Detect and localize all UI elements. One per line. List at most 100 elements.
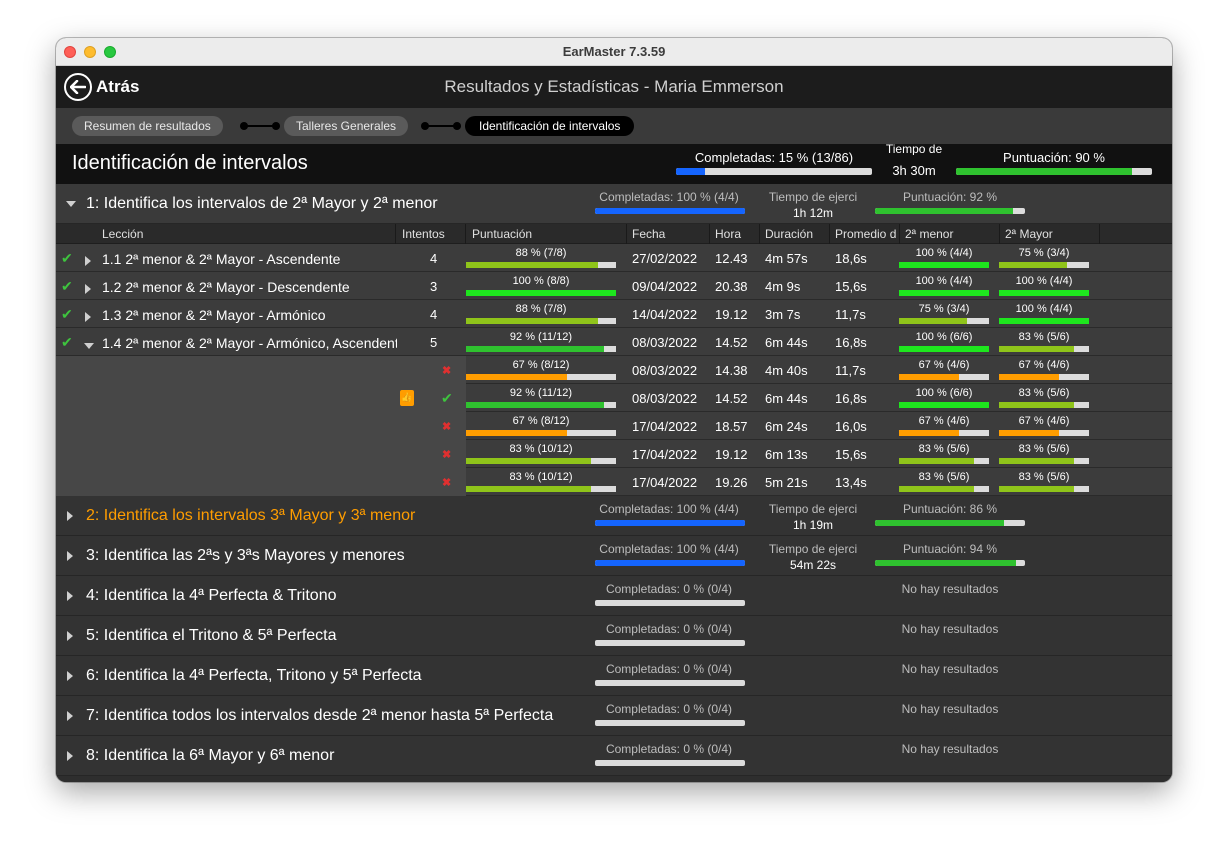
- column-header-8[interactable]: 2ª Mayor: [1005, 227, 1053, 241]
- group-row[interactable]: 7: Identifica todos los intervalos desde…: [56, 696, 1172, 736]
- cross-icon: ✖: [442, 421, 452, 433]
- zoom-window-button[interactable]: [104, 46, 116, 58]
- summary-time-value: 3h 30m: [892, 163, 936, 178]
- average-cell: 16,8s: [835, 391, 867, 406]
- table-row[interactable]: ✔ 1.4 2ª menor & 2ª Mayor - Armónico, Asc…: [56, 328, 1172, 356]
- column-divider[interactable]: [395, 224, 396, 244]
- column-header-1[interactable]: Intentos: [402, 227, 445, 241]
- group-completed-bar: [595, 720, 745, 726]
- app-window: EarMaster 7.3.59 Atrás Resultados y Esta…: [56, 38, 1172, 782]
- cross-icon: ✖: [442, 449, 452, 461]
- back-button[interactable]: Atrás: [64, 73, 139, 101]
- average-cell: 16,0s: [835, 419, 867, 434]
- score-bar-label: 92 % (11/12): [509, 331, 573, 343]
- column-header-4[interactable]: Hora: [715, 227, 742, 241]
- attempt-row[interactable]: ✖ 67 % (8/12) 17/04/2022 18.57 6m 24s 16,0s 67…: [56, 412, 1172, 440]
- group-completed-bar: [595, 640, 745, 646]
- major-second-bar-label: 75 % (3/4): [1018, 247, 1070, 259]
- group-row[interactable]: 1: Identifica los intervalos de 2ª Mayor…: [56, 184, 1172, 224]
- chevron-right-icon[interactable]: [67, 631, 73, 641]
- breadcrumb-item-workshops[interactable]: Talleres Generales: [284, 116, 409, 136]
- major-second-bar: 83 % (5/6): [999, 331, 1089, 353]
- time-cell: 14.52: [715, 335, 748, 350]
- group-row[interactable]: 4: Identifica la 4ª Perfecta & Tritono Co…: [56, 576, 1172, 616]
- duration-cell: 3m 7s: [765, 307, 801, 322]
- minor-second-bar-fill: [899, 290, 989, 296]
- chevron-right-icon[interactable]: [67, 671, 73, 681]
- average-cell: 16,8s: [835, 335, 867, 350]
- score-bar: 100 % (8/8): [466, 275, 616, 297]
- duration-cell: 5m 21s: [765, 475, 808, 490]
- chevron-right-icon[interactable]: [84, 309, 92, 327]
- attempt-row[interactable]: ✖ 83 % (10/12) 17/04/2022 19.12 6m 13s 15,6s 8…: [56, 440, 1172, 468]
- group-completed-fill: [595, 520, 745, 526]
- no-results-label: No hay resultados: [901, 662, 999, 676]
- chevron-down-icon[interactable]: [66, 201, 76, 207]
- major-second-bar: 67 % (4/6): [999, 415, 1089, 437]
- group-time-value: 1h 19m: [792, 518, 834, 532]
- column-divider[interactable]: [709, 224, 710, 244]
- attempt-row[interactable]: ✖ 83 % (10/12) 17/04/2022 19.26 5m 21s 13,4s 8…: [56, 468, 1172, 496]
- minor-second-bar: 67 % (4/6): [899, 415, 989, 437]
- minor-second-bar: 100 % (4/4): [899, 247, 989, 269]
- chevron-right-icon[interactable]: [84, 253, 92, 271]
- chevron-right-icon[interactable]: [84, 281, 92, 299]
- group-row[interactable]: 3: Identifica las 2ªs y 3ªs Mayores y me…: [56, 536, 1172, 576]
- group-row[interactable]: 2: Identifica los intervalos 3ª Mayor y …: [56, 496, 1172, 536]
- column-divider[interactable]: [899, 224, 900, 244]
- column-divider[interactable]: [759, 224, 760, 244]
- minor-second-bar-label: 100 % (6/6): [915, 387, 973, 399]
- score-bar: 83 % (10/12): [466, 471, 616, 493]
- minor-second-bar-label: 67 % (4/6): [918, 415, 970, 427]
- group-completed-label: Completadas: 100 % (4/4): [599, 502, 739, 516]
- breadcrumb-item-summary[interactable]: Resumen de resultados: [72, 116, 223, 136]
- group-title: 6: Identifica la 4ª Perfecta, Tritono y …: [86, 667, 422, 684]
- chevron-right-icon[interactable]: [67, 511, 73, 521]
- table-row[interactable]: ✔ 1.3 2ª menor & 2ª Mayor - Armónico 4 88 %…: [56, 300, 1172, 328]
- minor-second-bar-track: [899, 318, 989, 324]
- group-row[interactable]: 6: Identifica la 4ª Perfecta, Tritono y …: [56, 656, 1172, 696]
- column-header-6[interactable]: Promedio d: [835, 227, 897, 241]
- breadcrumb-item-current[interactable]: Identificación de intervalos: [465, 116, 635, 136]
- group-row[interactable]: 8: Identifica la 6ª Mayor y 6ª menor Comp…: [56, 736, 1172, 776]
- attempt-row[interactable]: ✖ 67 % (8/12) 08/03/2022 14.38 4m 40s 11,7s 67…: [56, 356, 1172, 384]
- minimize-window-button[interactable]: [84, 46, 96, 58]
- table-row[interactable]: ✔ 1.2 2ª menor & 2ª Mayor - Descendente 3 1…: [56, 272, 1172, 300]
- close-window-button[interactable]: [64, 46, 76, 58]
- score-bar-label: 88 % (7/8): [515, 247, 567, 259]
- group-completed-label: Completadas: 0 % (0/4): [605, 702, 733, 716]
- chevron-right-icon[interactable]: [67, 711, 73, 721]
- column-header-0[interactable]: Lección: [102, 227, 144, 241]
- group-score-bar: [875, 560, 1025, 566]
- major-second-bar: 83 % (5/6): [999, 471, 1089, 493]
- column-header-5[interactable]: Duración: [765, 227, 814, 241]
- column-divider[interactable]: [465, 224, 466, 244]
- score-bar-track: [466, 458, 616, 464]
- score-bar-label: 88 % (7/8): [515, 303, 567, 315]
- group-title: 1: Identifica los intervalos de 2ª Mayor…: [86, 195, 438, 212]
- score-bar-fill: [466, 430, 567, 436]
- major-second-bar-track: [999, 486, 1089, 492]
- column-header-3[interactable]: Fecha: [632, 227, 666, 241]
- cross-icon: ✖: [442, 477, 452, 489]
- column-divider[interactable]: [626, 224, 627, 244]
- table-row[interactable]: ✔ 1.1 2ª menor & 2ª Mayor - Ascendente 4 88…: [56, 244, 1172, 272]
- attempt-row[interactable]: 👍 ✔ 92 % (11/12) 08/03/2022 14.52 6m 44s 16,8s…: [56, 384, 1172, 412]
- column-divider[interactable]: [999, 224, 1000, 244]
- group-row[interactable]: 5: Identifica el Tritono & 5ª Perfecta Co…: [56, 616, 1172, 656]
- major-second-bar-label: 100 % (4/4): [1015, 303, 1073, 315]
- chevron-right-icon[interactable]: [67, 751, 73, 761]
- minor-second-bar-fill: [899, 374, 960, 380]
- column-header-7[interactable]: 2ª menor: [905, 227, 954, 241]
- window-title: EarMaster 7.3.59: [562, 44, 666, 59]
- column-divider[interactable]: [1099, 224, 1100, 244]
- score-bar-label: 67 % (8/12): [512, 415, 570, 427]
- chevron-right-icon[interactable]: [67, 591, 73, 601]
- attempts-cell: 3: [430, 279, 438, 294]
- chevron-down-icon[interactable]: [84, 337, 94, 355]
- thumbs-up-icon: 👍: [400, 390, 414, 406]
- column-header-2[interactable]: Puntuación: [472, 227, 533, 241]
- date-cell: 09/04/2022: [632, 279, 698, 294]
- chevron-right-icon[interactable]: [67, 551, 73, 561]
- column-divider[interactable]: [829, 224, 830, 244]
